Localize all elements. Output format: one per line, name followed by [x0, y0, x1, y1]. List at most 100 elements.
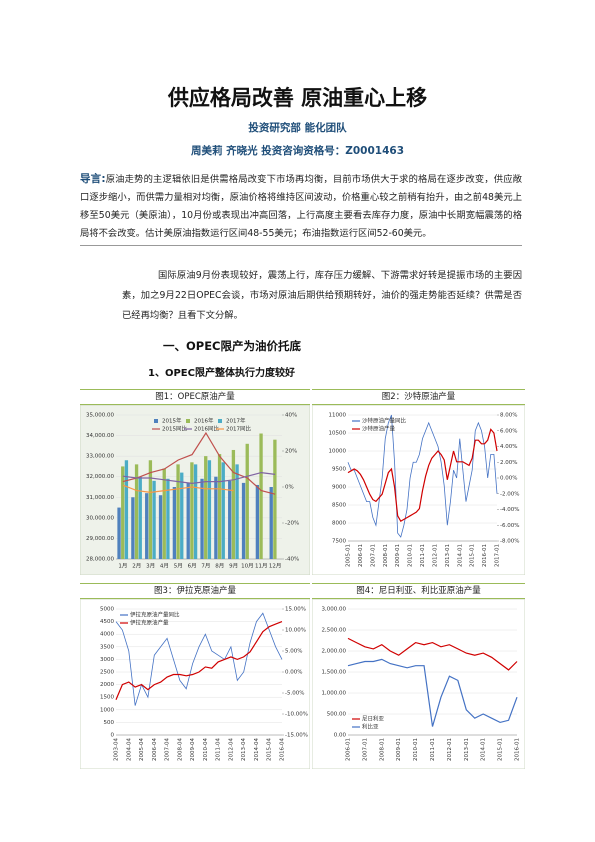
bar — [259, 433, 263, 559]
y-tick-label: 32,000.00 — [86, 474, 114, 480]
y-tick-label: 500 — [104, 720, 115, 726]
y-tick-label: 4500 — [100, 619, 114, 625]
bar — [217, 454, 222, 559]
line — [347, 428, 498, 523]
legend-label: 2016年 — [194, 417, 214, 425]
x-tick-label: 2010-01 — [413, 738, 419, 761]
y-tick-label: 2500 — [100, 670, 114, 676]
line — [347, 658, 518, 727]
y2-tick-label: 10.00% — [285, 628, 306, 634]
chart: 0.00 500.00 1,000.00 1,500.00 2,000.00 2,500.… — [312, 599, 525, 769]
x-tick-label: 2005-01 — [346, 544, 352, 567]
y-tick-label: 9000 — [332, 485, 346, 491]
x-tick-label: 7月 — [201, 563, 210, 570]
intro: 导言:原油走势的主逻辑依旧是供需格局改变下市场再均衡，目前市场供大于求的格局在逐… — [80, 170, 522, 246]
x-tick-label: 3月 — [146, 563, 155, 570]
y-tick-label: 35,000.00 — [86, 413, 114, 419]
y2-tick-label: 6.00% — [500, 428, 517, 434]
y2-tick-label: -20% — [285, 521, 299, 527]
x-tick-label: 5月 — [174, 563, 183, 570]
y2-tick-label: -8.00% — [500, 539, 519, 545]
line — [122, 484, 234, 494]
x-tick-label: 2016-04 — [280, 738, 286, 761]
y-tick-label: 1,000.00 — [322, 691, 347, 697]
y-tick-label: 30,000.00 — [86, 515, 114, 521]
x-tick-label: 2005-04 — [139, 738, 145, 761]
x-tick-label: 2008-04 — [177, 738, 183, 761]
x-tick-label: 2011-01 — [430, 738, 436, 761]
bar — [273, 439, 277, 559]
y2-tick-label: -5.00% — [285, 691, 304, 697]
x-tick-label: 2017-01 — [495, 544, 501, 567]
y-tick-label: 29,000.00 — [86, 536, 114, 542]
bar — [131, 497, 135, 559]
y-tick-label: 2,500.00 — [322, 628, 347, 634]
paragraph: 国际原油9月份表现较好，震荡上行，库存压力缓解、下游需求好转是提振市场的主要因素… — [122, 270, 522, 321]
section-heading: 一、OPEC限产为油价托底 — [163, 339, 301, 353]
x-tick-label: 2010-04 — [203, 738, 209, 761]
y-tick-label: 3,000.00 — [322, 607, 347, 613]
x-tick-label: 10月 — [241, 563, 254, 570]
y-tick-label: 4000 — [100, 632, 114, 638]
bar — [269, 487, 273, 559]
line — [347, 414, 498, 538]
y2-tick-label: 0.00% — [285, 670, 302, 676]
x-tick-label: 2009-04 — [190, 738, 196, 761]
line — [115, 621, 283, 700]
intro-label: 导言: — [80, 173, 106, 185]
x-tick-label: 2008-01 — [379, 738, 385, 761]
bar — [158, 495, 163, 559]
y2-tick-label: 4.00% — [500, 444, 517, 450]
y2-tick-label: -15.00% — [285, 733, 308, 739]
x-tick-label: 6月 — [188, 563, 197, 570]
bar — [166, 478, 170, 559]
y-tick-label: 3000 — [100, 657, 114, 663]
x-tick-label: 2007-04 — [165, 738, 171, 761]
x-tick-label: 2014-01 — [481, 738, 487, 761]
y-tick-label: 1500 — [100, 695, 114, 701]
x-tick-label: 2月 — [132, 563, 141, 570]
x-tick-label: 11月 — [255, 563, 268, 570]
x-tick-label: 2013-01 — [445, 544, 451, 567]
x-tick-label: 2015-04 — [267, 738, 273, 761]
bar — [134, 464, 139, 559]
x-tick-label: 2012-01 — [432, 544, 438, 567]
bar — [200, 478, 204, 559]
legend-label: 沙特原油产量同比 — [362, 417, 407, 425]
x-tick-label: 2014-01 — [457, 544, 463, 567]
y-tick-label: 8500 — [332, 503, 346, 509]
legend-label: 2015年 — [162, 417, 182, 425]
y-tick-label: 7500 — [332, 539, 346, 545]
legend-label: 2017同比 — [226, 425, 251, 433]
x-tick-label: 9月 — [229, 563, 238, 570]
y-tick-label: 2000 — [100, 682, 114, 688]
legend-label: 伊拉克原油产量 — [130, 619, 169, 627]
x-tick-label: 2006-01 — [346, 738, 352, 761]
legend-swatch — [186, 419, 190, 423]
chart-background — [312, 599, 525, 769]
x-tick-label: 2009-01 — [396, 738, 402, 761]
intro-text: 原油走势的主逻辑依旧是供需格局改变下市场再均衡，目前市场供大于求的格局在逐步改变… — [80, 174, 522, 239]
figure-caption: 图3：伊拉克原油产量 — [80, 583, 310, 599]
bar — [145, 493, 149, 559]
x-tick-label: 2011-01 — [420, 544, 426, 567]
department: 投资研究部 能化团队 — [248, 122, 347, 134]
y2-tick-label: 15.00% — [285, 607, 306, 613]
legend-label: 2017年 — [226, 417, 246, 425]
bar — [228, 480, 232, 559]
x-tick-label: 2015-01 — [470, 544, 476, 567]
bar — [231, 449, 236, 559]
legend-swatch — [154, 419, 158, 423]
subsection-heading: 1、OPEC限产整体执行力度较好 — [148, 368, 295, 379]
x-tick-label: 2011-04 — [216, 738, 222, 761]
x-tick-label: 2013-04 — [241, 738, 247, 761]
x-tick-label: 2004-04 — [126, 738, 132, 761]
y-tick-label: 34,000.00 — [86, 433, 114, 439]
chart-background — [80, 599, 310, 769]
bar — [121, 466, 125, 559]
legend-label: 沙特原油产量 — [362, 425, 396, 433]
bar — [117, 507, 121, 559]
x-tick-label: 2016-01 — [515, 738, 521, 761]
x-tick-label: 2015-01 — [498, 738, 504, 761]
chart: 28,000.00 29,000.00 30,000.00 31,000.00 32,0… — [80, 405, 310, 575]
